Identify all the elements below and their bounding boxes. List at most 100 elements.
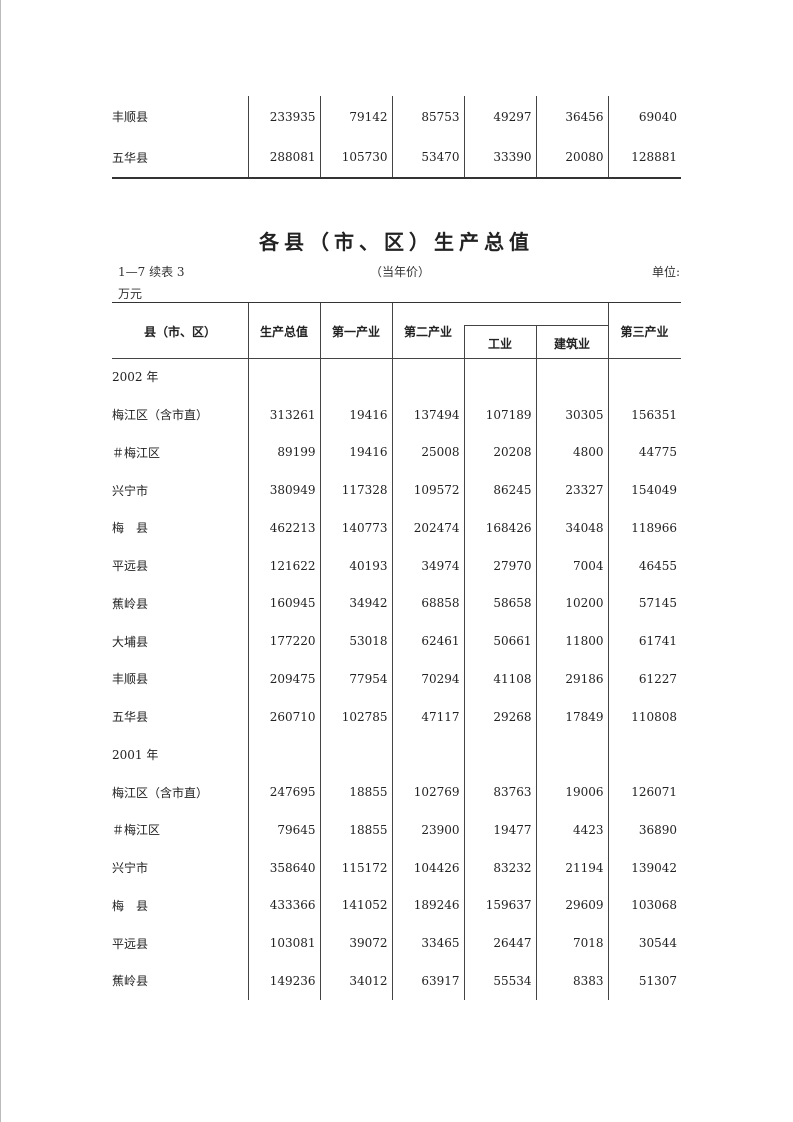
cell-construction: 23327 bbox=[535, 471, 608, 509]
cell-primary: 105730 bbox=[319, 137, 392, 178]
cell-tertiary: 61741 bbox=[607, 622, 681, 660]
cell-construction: 10200 bbox=[535, 584, 608, 623]
cell-construction: 29609 bbox=[535, 886, 608, 925]
header-tertiary: 第三产业 bbox=[620, 325, 669, 339]
cell-primary: 34942 bbox=[319, 584, 392, 623]
cell-gdp: 160945 bbox=[247, 584, 320, 623]
cell-primary: 39072 bbox=[319, 924, 392, 962]
cell-construction: 4423 bbox=[535, 811, 608, 849]
cell-primary: 19416 bbox=[319, 433, 392, 472]
cell-construction: 11800 bbox=[535, 622, 608, 660]
row-label: ＃梅江区 bbox=[112, 823, 161, 838]
table-number: 1—7 续表 3 bbox=[118, 265, 185, 279]
cell-gdp: 177220 bbox=[247, 622, 320, 660]
row-label: 丰顺县 bbox=[112, 672, 149, 687]
cell-secondary: 53470 bbox=[391, 137, 464, 178]
table-row: ＃梅江区 89199 19416 25008 20208 4800 44775 bbox=[112, 433, 681, 472]
cell-industry: 26447 bbox=[463, 924, 536, 962]
cell-construction: 7018 bbox=[535, 924, 608, 962]
cell-gdp bbox=[247, 358, 320, 396]
cell-gdp: 358640 bbox=[247, 848, 320, 887]
cell-industry: 20208 bbox=[463, 433, 536, 472]
row-label: 五华县 bbox=[112, 150, 149, 165]
cell-secondary bbox=[391, 735, 464, 774]
price-note: （当年价） bbox=[370, 265, 431, 279]
cell-secondary bbox=[391, 358, 464, 396]
row-label: 兴宁市 bbox=[112, 483, 149, 498]
table-row: 梅 县 462213 140773 202474 168426 34048 118966 bbox=[112, 509, 681, 547]
cell-construction bbox=[535, 358, 608, 396]
cell-gdp: 313261 bbox=[247, 395, 320, 434]
cell-primary: 40193 bbox=[319, 546, 392, 585]
cell-tertiary: 69040 bbox=[607, 96, 681, 137]
cell-tertiary bbox=[607, 358, 681, 396]
cell-tertiary: 44775 bbox=[607, 433, 681, 472]
cell-primary bbox=[319, 358, 392, 396]
row-label: 蕉岭县 bbox=[112, 974, 149, 989]
row-label: 五华县 bbox=[112, 710, 149, 725]
table-row: 平远县 121622 40193 34974 27970 7004 46455 bbox=[112, 546, 681, 585]
cell-tertiary: 154049 bbox=[607, 471, 681, 509]
cell-secondary: 102769 bbox=[391, 773, 464, 811]
table-row: ＃梅江区 79645 18855 23900 19477 4423 36890 bbox=[112, 811, 681, 849]
table-header: 县（市、区） 生产总值 第一产业 第二产业 工业 建筑业 第三产业 bbox=[112, 302, 681, 359]
table-row: 丰顺县 233935 79142 85753 49297 36456 69040 bbox=[112, 96, 681, 137]
cell-secondary: 137494 bbox=[391, 395, 464, 434]
cell-primary: 141052 bbox=[319, 886, 392, 925]
header-gdp: 生产总值 bbox=[259, 325, 308, 339]
header-construction: 建筑业 bbox=[553, 337, 590, 351]
table-row: 平远县 103081 39072 33465 26447 7018 30544 bbox=[112, 924, 681, 962]
cell-tertiary: 46455 bbox=[607, 546, 681, 585]
cell-industry: 83763 bbox=[463, 773, 536, 811]
cell-secondary: 202474 bbox=[391, 509, 464, 547]
row-label: 梅江区（含市直） bbox=[112, 408, 209, 423]
cell-gdp: 247695 bbox=[247, 773, 320, 811]
page-title: 各县（市、区）生产总值 bbox=[259, 230, 534, 254]
cell-gdp: 433366 bbox=[247, 886, 320, 925]
cell-primary: 77954 bbox=[319, 660, 392, 698]
cell-secondary: 62461 bbox=[391, 622, 464, 660]
cell-tertiary: 110808 bbox=[607, 697, 681, 736]
cell-gdp: 260710 bbox=[247, 697, 320, 736]
table-row: 梅 县 433366 141052 189246 159637 29609 103068 bbox=[112, 886, 681, 925]
cell-tertiary: 61227 bbox=[607, 660, 681, 698]
table-row: 兴宁市 380949 117328 109572 86245 23327 154049 bbox=[112, 471, 681, 509]
cell-industry: 33390 bbox=[463, 137, 536, 178]
cell-industry: 49297 bbox=[463, 96, 536, 137]
table-row: 五华县 260710 102785 47117 29268 17849 110808 bbox=[112, 697, 681, 736]
cell-secondary: 63917 bbox=[391, 962, 464, 1000]
cell-construction: 4800 bbox=[535, 433, 608, 472]
cell-tertiary: 118966 bbox=[607, 509, 681, 547]
cell-construction: 8383 bbox=[535, 962, 608, 1000]
cell-tertiary: 126071 bbox=[607, 773, 681, 811]
cell-construction: 19006 bbox=[535, 773, 608, 811]
row-label: 兴宁市 bbox=[112, 861, 149, 876]
cell-gdp: 209475 bbox=[247, 660, 320, 698]
row-label: 2002 年 bbox=[112, 370, 159, 385]
cell-industry: 83232 bbox=[463, 848, 536, 887]
cell-secondary: 189246 bbox=[391, 886, 464, 925]
table-row: 蕉岭县 160945 34942 68858 58658 10200 57145 bbox=[112, 584, 681, 623]
cell-construction bbox=[535, 735, 608, 774]
cell-secondary: 85753 bbox=[391, 96, 464, 137]
cell-construction: 36456 bbox=[535, 96, 608, 137]
cell-industry: 58658 bbox=[463, 584, 536, 623]
unit-label: 单位: bbox=[651, 265, 680, 279]
row-label: 梅江区（含市直） bbox=[112, 785, 209, 800]
row-label: 梅 县 bbox=[112, 898, 149, 913]
header-region: 县（市、区） bbox=[143, 325, 216, 339]
cell-primary: 115172 bbox=[319, 848, 392, 887]
cell-secondary: 109572 bbox=[391, 471, 464, 509]
unit-value: 万元 bbox=[118, 287, 143, 301]
cell-industry: 86245 bbox=[463, 471, 536, 509]
cell-industry: 55534 bbox=[463, 962, 536, 1000]
cell-secondary: 34974 bbox=[391, 546, 464, 585]
cell-primary: 19416 bbox=[319, 395, 392, 434]
table-row: 丰顺县 209475 77954 70294 41108 29186 61227 bbox=[112, 660, 681, 698]
cell-primary: 18855 bbox=[319, 811, 392, 849]
cell-primary: 18855 bbox=[319, 773, 392, 811]
cell-tertiary: 51307 bbox=[607, 962, 681, 1000]
cell-industry: 41108 bbox=[463, 660, 536, 698]
cell-primary: 102785 bbox=[319, 697, 392, 736]
cell-secondary: 47117 bbox=[391, 697, 464, 736]
